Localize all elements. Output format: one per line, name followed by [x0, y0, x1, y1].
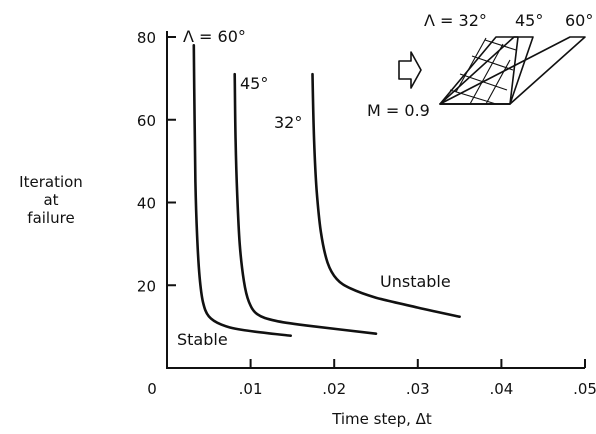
series-label-32: 32°: [274, 113, 302, 132]
series-curves: [192, 44, 461, 337]
x-tick-label-0: 0: [147, 380, 157, 398]
inset-sweep-label-45: 45°: [515, 11, 543, 30]
curve-sweep-45: [233, 72, 378, 335]
curve-sweep-32: [311, 72, 461, 318]
x-tick-label-5: .05: [573, 380, 596, 398]
annotation-stable: Stable: [177, 330, 228, 349]
x-axis-title: Time step, Δt: [331, 410, 432, 428]
x-tick-labels: 0 .01 .02 .03 .04 .05: [147, 380, 596, 398]
y-ticks: [167, 36, 176, 287]
y-axis-title-line-1: Iteration: [19, 173, 83, 191]
y-tick-labels: 20 40 60 80: [137, 29, 156, 295]
x-tick-label-4: .04: [489, 380, 513, 398]
x-tick-label-2: .02: [322, 380, 346, 398]
axes: [166, 31, 585, 369]
y-tick-label-20: 20: [137, 277, 156, 295]
y-tick-label-60: 60: [137, 112, 156, 130]
inset-sweep-label-60: 60°: [565, 11, 593, 30]
flow-arrow-icon: [398, 51, 422, 89]
curve-sweep-60: [192, 44, 292, 337]
x-ticks: [249, 359, 586, 368]
x-tick-label-3: .03: [406, 380, 430, 398]
wing-45-outline: [439, 36, 534, 105]
y-tick-label-80: 80: [137, 29, 156, 47]
y-axis-title-line-3: failure: [27, 209, 74, 227]
series-label-60: Λ = 60°: [183, 27, 246, 46]
inset-sweep-label-32: Λ = 32°: [424, 11, 487, 30]
x-tick-label-1: .01: [239, 380, 263, 398]
y-tick-label-40: 40: [137, 195, 156, 213]
wing-hatching: [449, 37, 517, 105]
series-label-45: 45°: [240, 74, 268, 93]
y-axis-title-line-2: at: [43, 191, 58, 209]
inset-mach-label: M = 0.9: [367, 101, 430, 120]
wing-planform-inset: Λ = 32° 45° 60° M = 0.9: [367, 11, 593, 120]
annotation-unstable: Unstable: [380, 272, 451, 291]
